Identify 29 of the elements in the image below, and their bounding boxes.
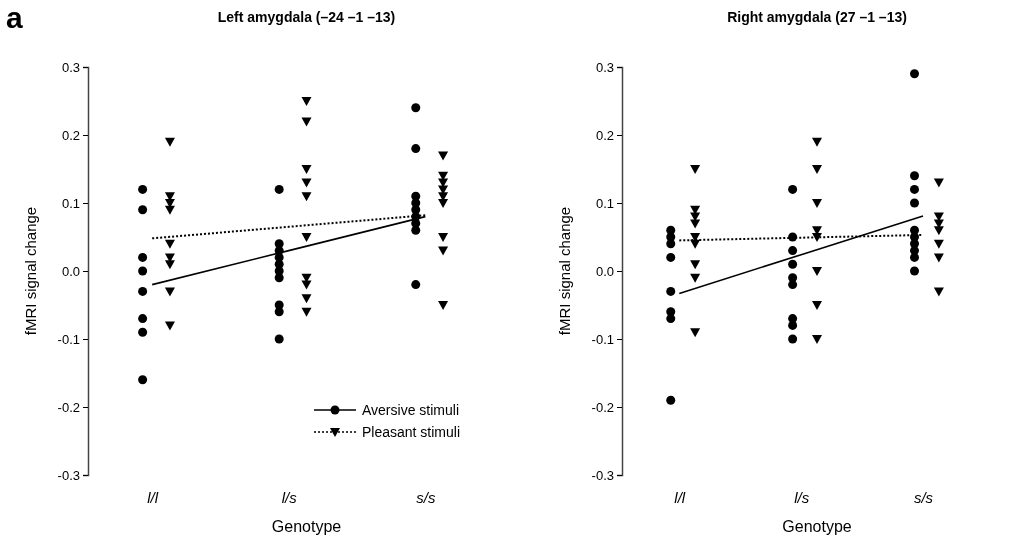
x-tick-label: l/s (281, 488, 298, 506)
text: a (6, 1, 23, 34)
x-tick-label: l/l (147, 488, 159, 506)
y-tick-label: 0.2 (595, 127, 614, 143)
y-tick-label: -0.1 (57, 331, 80, 347)
x-tick-label: s/s (416, 488, 436, 506)
y-tick-label: 0.2 (61, 127, 80, 143)
x-axis-title: Genotype (782, 518, 852, 535)
y-tick-label: 0.1 (595, 195, 614, 211)
y-tick-label: -0.3 (591, 467, 614, 483)
y-tick-label: -0.3 (57, 467, 80, 483)
x-tick-label: l/s (794, 488, 810, 506)
x-tick-label: l/l (674, 488, 686, 506)
chart-title: Left amygdala (–24 –1 –13) (217, 9, 396, 25)
y-tick-label: 0.3 (595, 59, 614, 75)
y-tick-label: 0.1 (61, 195, 80, 211)
y-tick-label: 0.0 (595, 263, 614, 279)
y-tick-label: 0.0 (61, 263, 80, 279)
x-tick-label: s/s (913, 488, 934, 506)
x-axis-title: Genotype (271, 518, 342, 535)
y-tick-label: 0.3 (61, 59, 80, 75)
y-axis-title: fMRI signal change (556, 206, 573, 336)
legend-label: Aversive stimuli (362, 402, 459, 418)
y-axis-title: fMRI signal change (22, 206, 39, 336)
y-tick-label: -0.2 (57, 399, 80, 415)
y-tick-label: -0.2 (591, 399, 614, 415)
chart-title: Right amygdala (27 –1 –13) (727, 9, 907, 25)
y-tick-label: -0.1 (591, 331, 614, 347)
legend-label: Pleasant stimuli (362, 424, 461, 440)
